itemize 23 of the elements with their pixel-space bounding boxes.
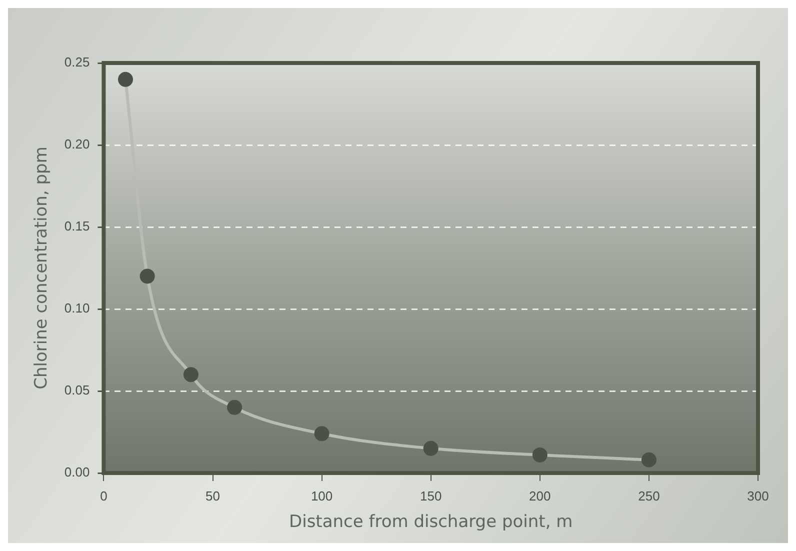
x-tick-label: 100 (310, 488, 333, 504)
y-tick-label: 0.15 (64, 218, 90, 234)
x-tick-label: 200 (529, 488, 551, 504)
point (118, 72, 134, 87)
point (140, 268, 155, 284)
point (183, 367, 198, 382)
x-tick-label: 0 (100, 488, 108, 504)
x-tick-label: 250 (638, 488, 660, 504)
y-tick-label: 0.10 (64, 300, 90, 316)
point (423, 440, 438, 456)
point (227, 400, 242, 415)
x-tick-label: 50 (206, 488, 220, 504)
y-tick-label: 0.25 (64, 54, 90, 70)
y-tick-label: 0.00 (64, 464, 90, 480)
x-tick-label: 300 (747, 488, 769, 504)
point (532, 447, 548, 462)
y-axis-title: Chlorine concentration, ppm (32, 146, 52, 390)
y-tick-label: 0.20 (64, 136, 90, 152)
y-tick-label: 0.05 (64, 382, 90, 398)
x-axis-title: Distance from discharge point, m (289, 512, 573, 532)
x-tick-label: 150 (420, 488, 442, 504)
point (314, 426, 330, 442)
point (641, 452, 656, 468)
